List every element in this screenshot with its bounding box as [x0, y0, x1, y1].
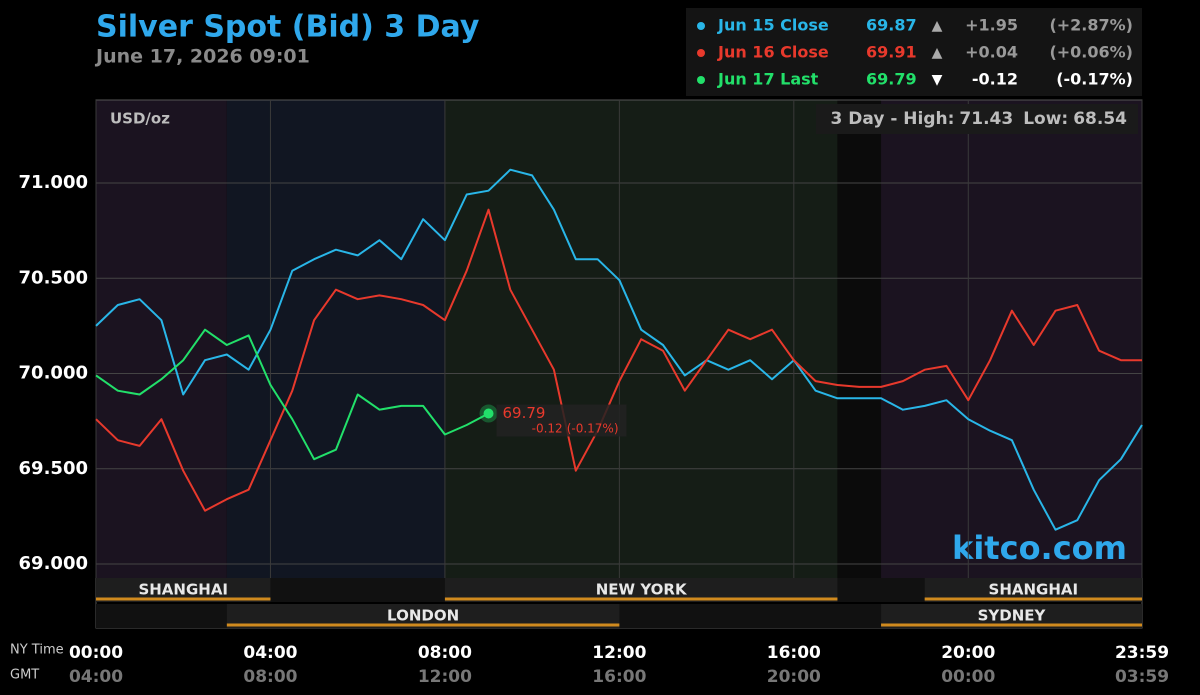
y-tick-label: 69.500	[19, 458, 88, 479]
high-label: 3 Day - High:	[831, 109, 955, 129]
annotation-change: -0.12 (-0.17%)	[532, 421, 619, 435]
high-low: 3 Day - High: 71.43 Low: 68.54	[831, 109, 1128, 129]
x-tick-label: 23:59	[1115, 643, 1169, 663]
annotation-value: 69.79	[503, 404, 546, 422]
legend-close: 69.79	[866, 70, 917, 89]
legend-swatch	[697, 76, 705, 84]
session-label: SYDNEY	[978, 607, 1047, 625]
session-shading	[881, 100, 1142, 578]
legend-change-pct: (+2.87%)	[1049, 16, 1133, 35]
chart-title: Silver Spot (Bid) 3 Day	[96, 10, 480, 45]
legend-swatch	[697, 49, 705, 57]
high-low-box	[816, 104, 1138, 134]
legend-change-pct: (+0.06%)	[1049, 43, 1133, 62]
x-tick-label: 08:00	[418, 643, 472, 663]
chart-subtitle: June 17, 2026 09:01	[94, 46, 310, 68]
x-tick-label: 20:00	[941, 643, 995, 663]
unit-label: USD/oz	[110, 110, 170, 128]
legend-arrow: ▲	[932, 45, 943, 61]
series-line	[95, 208, 1142, 512]
x2-tick-label: 03:59	[1115, 667, 1169, 687]
x-tick-label: 00:00	[69, 643, 123, 663]
series-line	[95, 168, 1143, 531]
legend-change: +0.04	[965, 43, 1018, 62]
y-tick-label: 71.000	[19, 172, 88, 193]
x2-tick-label: 12:00	[418, 667, 472, 687]
annotation-change-value: -0.12	[532, 421, 563, 435]
legend-label: Jun 17 Last	[717, 70, 819, 89]
legend-arrow: ▲	[932, 18, 943, 34]
x-tick-label: 16:00	[767, 643, 821, 663]
x2-tick-label: 16:00	[592, 667, 646, 687]
x2-tick-label: 20:00	[767, 667, 821, 687]
legend-swatch	[697, 22, 705, 30]
session-shading	[96, 100, 227, 578]
low-value: 68.54	[1073, 109, 1127, 129]
x2-tick-label: 04:00	[69, 667, 123, 687]
legend-change: -0.12	[972, 70, 1018, 89]
watermark: kitco.com	[952, 529, 1127, 567]
x2-tick-label: 08:00	[243, 667, 297, 687]
legend-box	[686, 8, 1142, 96]
x-axis-label: NY Time	[10, 643, 64, 658]
session-label: SHANGHAI	[989, 581, 1079, 599]
session-label: LONDON	[387, 607, 459, 625]
session-shading	[837, 100, 882, 578]
session-label: NEW YORK	[596, 581, 688, 599]
legend-change: +1.95	[965, 16, 1018, 35]
plot-background	[95, 99, 1143, 629]
x-tick-label: 12:00	[592, 643, 646, 663]
x2-axis-label: GMT	[10, 668, 39, 683]
y-tick-label: 69.000	[19, 553, 88, 574]
last-point	[483, 408, 494, 419]
session-label: SHANGHAI	[138, 581, 228, 599]
legend-label: Jun 15 Close	[717, 16, 829, 35]
low-label: Low:	[1023, 109, 1068, 129]
legend-close: 69.91	[866, 43, 917, 62]
legend-close: 69.87	[866, 16, 917, 35]
high-value: 71.43	[959, 109, 1013, 129]
annotation-change-pct: (-0.17%)	[567, 421, 619, 435]
annotation-box	[496, 404, 627, 437]
legend-label: Jun 16 Close	[717, 43, 829, 62]
y-tick-label: 70.500	[19, 267, 88, 288]
legend-change-pct: (-0.17%)	[1056, 70, 1133, 89]
y-tick-label: 70.000	[19, 363, 88, 384]
x-tick-label: 04:00	[243, 643, 297, 663]
series-line	[95, 328, 489, 461]
legend-arrow: ▼	[932, 72, 943, 88]
x2-tick-label: 00:00	[941, 667, 995, 687]
session-shading	[226, 100, 445, 578]
